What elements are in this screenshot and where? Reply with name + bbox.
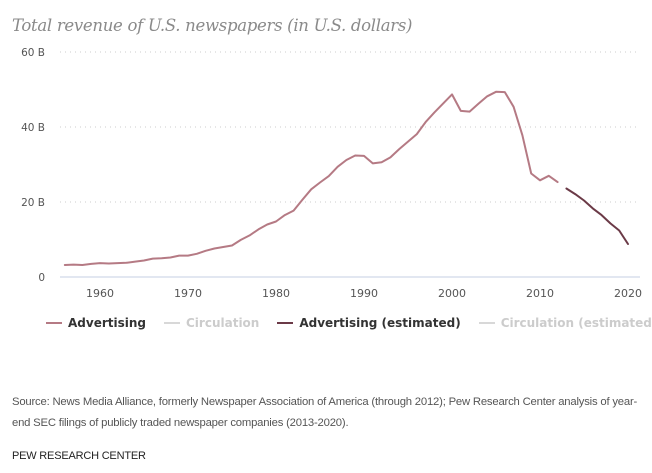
brand-label: PEW RESEARCH CENTER <box>12 450 146 462</box>
x-tick-label: 1970 <box>174 287 202 300</box>
legend-label: Advertising (estimated) <box>299 316 461 330</box>
legend: Advertising Circulation Advertising (estim… <box>46 316 652 330</box>
legend-swatch <box>46 322 62 324</box>
legend-item[interactable]: Advertising <box>46 316 146 330</box>
series-line-advertising <box>63 90 559 266</box>
chart-title: Total revenue of U.S. newspapers (in U.S… <box>12 16 413 35</box>
y-tick-label: 0 <box>38 272 45 284</box>
line-chart: 0 20 B 40 B 60 B 1960 1970 1980 1990 2000 2010 20… <box>21 47 642 300</box>
x-tick-label: 2000 <box>438 287 466 300</box>
y-tick-label: 60 B <box>21 47 45 59</box>
legend-item[interactable]: Advertising (estimated) <box>277 316 461 330</box>
x-tick-label: 2020 <box>614 287 642 300</box>
legend-swatch <box>478 322 495 324</box>
grid-lines <box>60 51 640 278</box>
x-tick-label: 1990 <box>350 287 378 300</box>
legend-item[interactable]: Circulation (estimated) <box>478 316 652 330</box>
legend-label: Circulation (estimated) <box>500 316 652 330</box>
series-line-advertising-estimated <box>565 187 629 245</box>
y-tick-label: 40 B <box>21 122 45 134</box>
legend-swatch <box>277 322 294 324</box>
series-lines <box>63 90 629 266</box>
legend-item[interactable]: Circulation <box>164 316 259 330</box>
x-tick-label: 1980 <box>262 287 290 300</box>
x-axis-ticks: 1960 1970 1980 1990 2000 2010 2020 <box>86 287 642 300</box>
y-axis-ticks: 0 20 B 40 B 60 B <box>21 47 45 284</box>
x-tick-label: 1960 <box>86 287 114 300</box>
legend-swatch <box>164 322 180 324</box>
source-note: Source: News Media Alliance, formerly Ne… <box>12 396 638 429</box>
legend-label: Advertising <box>68 316 146 330</box>
y-tick-label: 20 B <box>21 197 45 209</box>
legend-label: Circulation <box>186 316 260 330</box>
x-tick-label: 2010 <box>526 287 554 300</box>
